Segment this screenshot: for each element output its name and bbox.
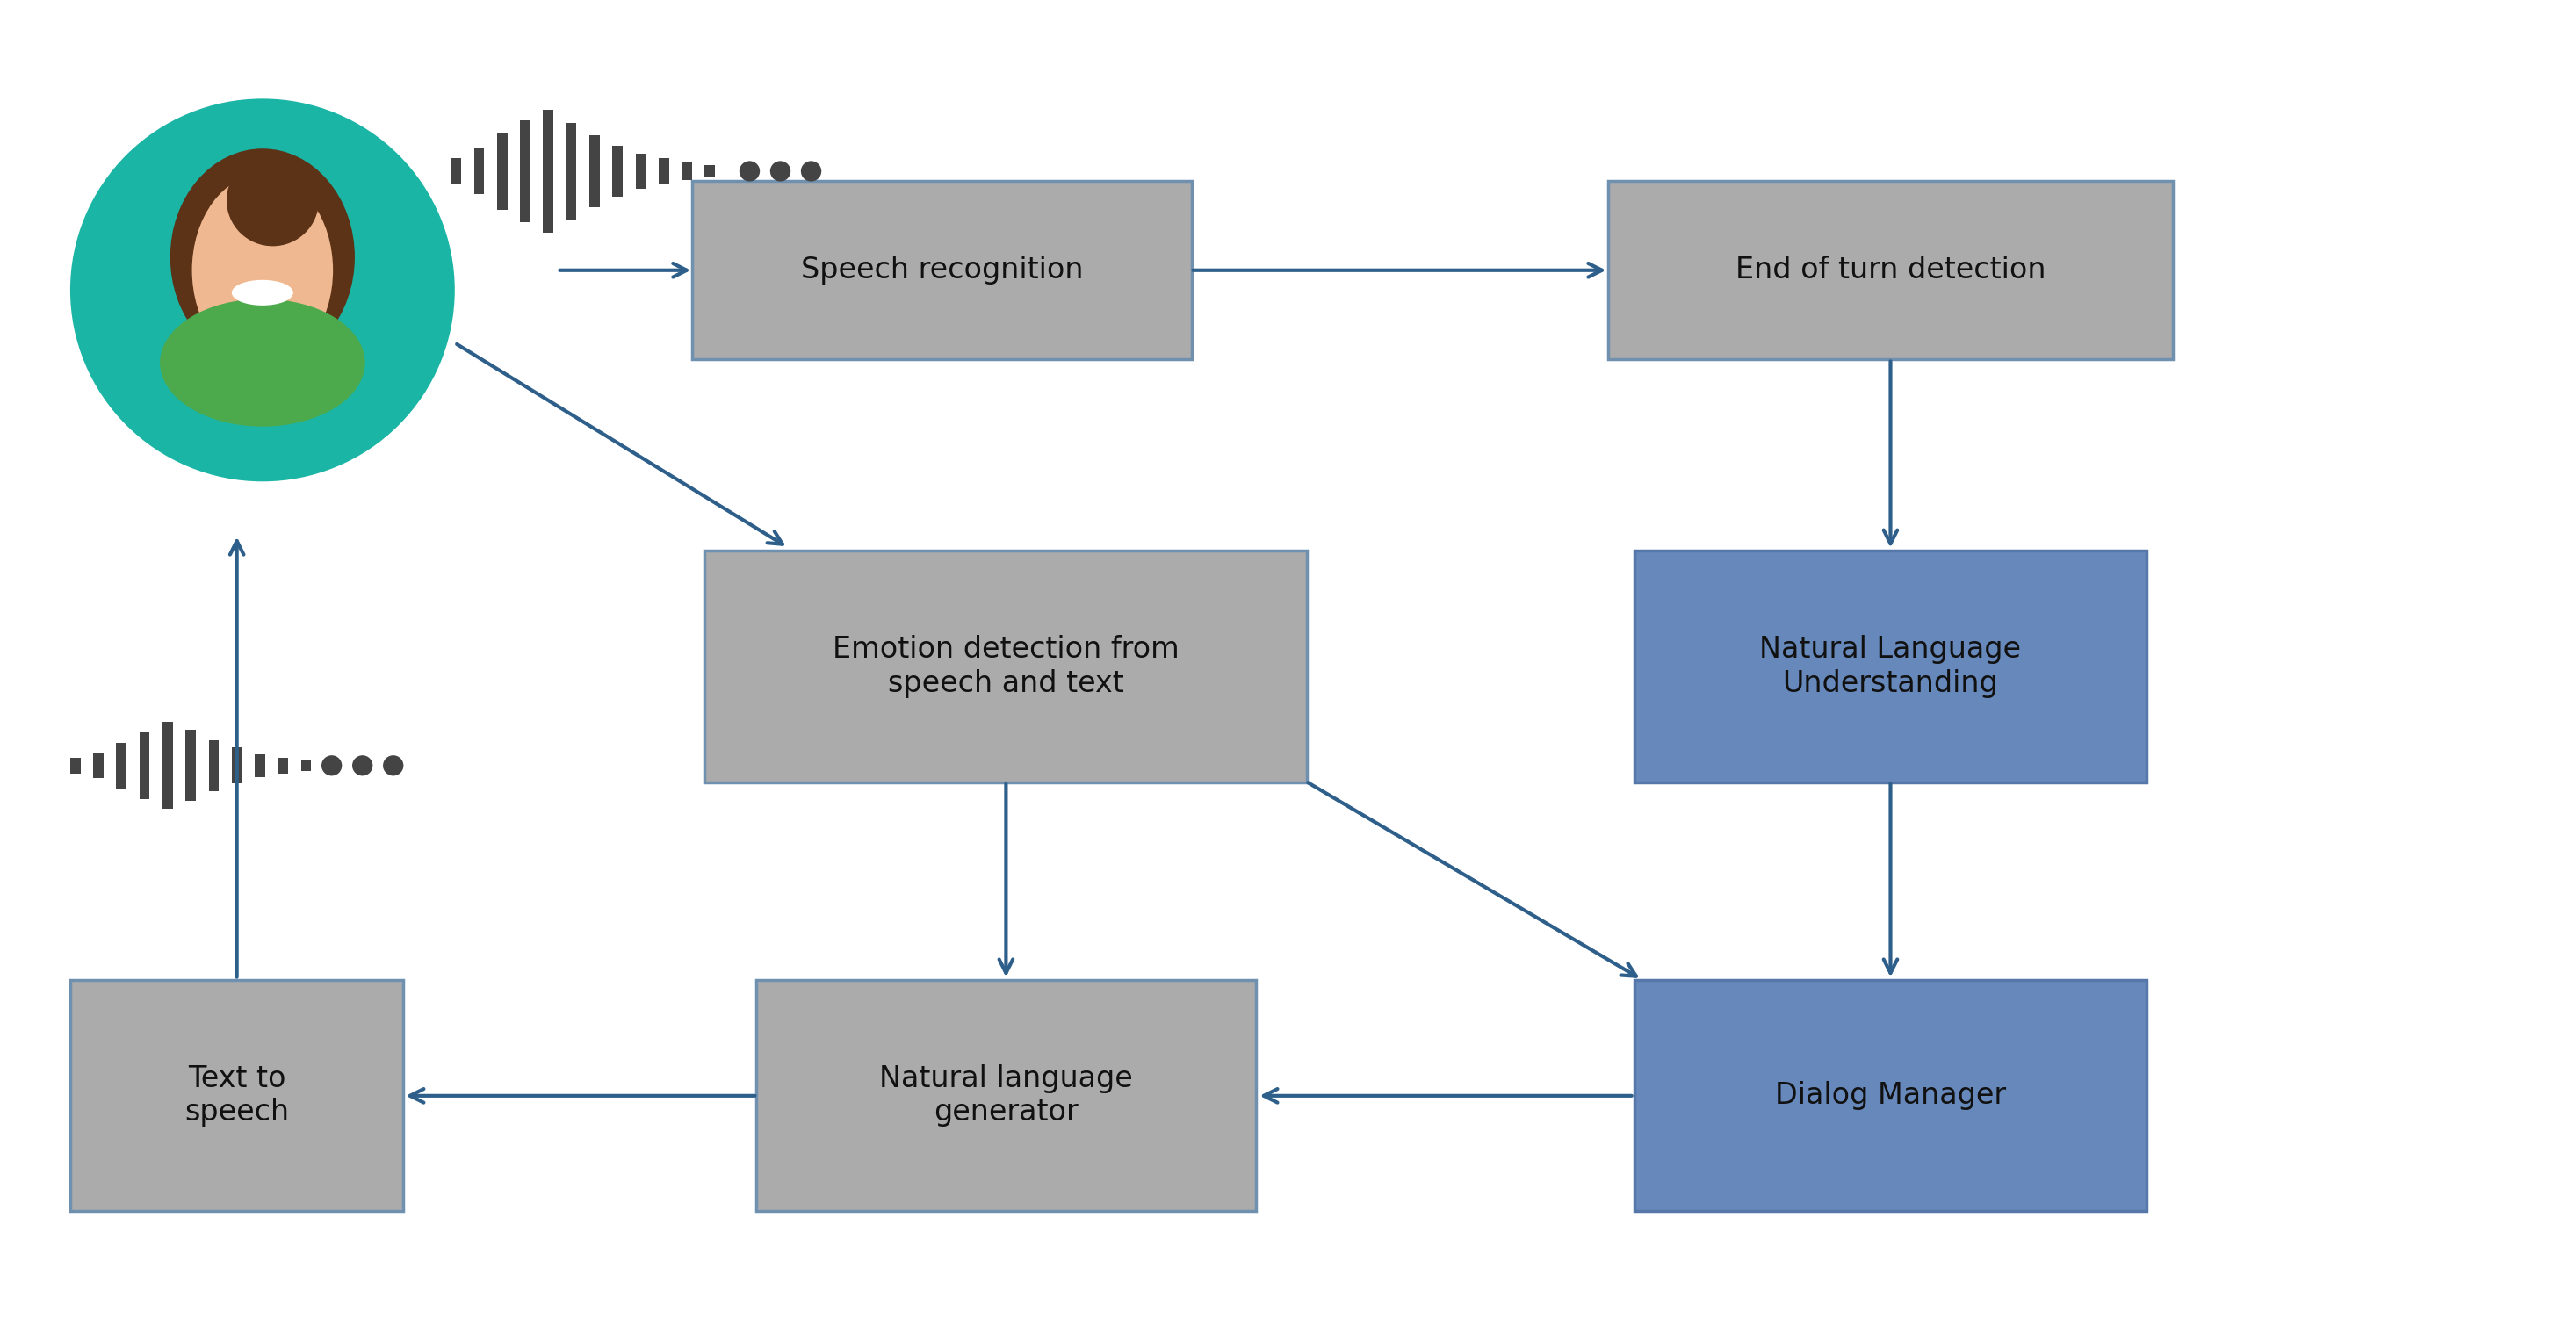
Bar xyxy=(544,109,554,232)
Bar xyxy=(255,754,265,777)
Ellipse shape xyxy=(170,148,355,365)
Bar xyxy=(93,753,103,778)
Bar xyxy=(659,159,670,184)
Bar xyxy=(451,159,461,184)
Text: Speech recognition: Speech recognition xyxy=(801,256,1082,285)
FancyBboxPatch shape xyxy=(755,980,1257,1212)
Bar xyxy=(232,748,242,784)
Bar xyxy=(185,730,196,801)
Bar xyxy=(301,760,312,770)
Bar xyxy=(474,148,484,195)
Ellipse shape xyxy=(227,155,319,247)
FancyBboxPatch shape xyxy=(1633,551,2146,782)
Ellipse shape xyxy=(322,756,343,776)
Bar xyxy=(706,165,716,177)
Ellipse shape xyxy=(232,280,294,305)
Bar xyxy=(139,732,149,798)
Bar xyxy=(209,740,219,790)
Text: Emotion detection from
speech and text: Emotion detection from speech and text xyxy=(832,636,1180,697)
Ellipse shape xyxy=(160,299,366,427)
Ellipse shape xyxy=(384,756,404,776)
Bar xyxy=(278,758,289,773)
FancyBboxPatch shape xyxy=(706,551,1306,782)
FancyBboxPatch shape xyxy=(693,181,1193,360)
Text: End of turn detection: End of turn detection xyxy=(1736,256,2045,285)
Bar xyxy=(520,120,531,223)
Text: Natural Language
Understanding: Natural Language Understanding xyxy=(1759,636,2022,697)
FancyBboxPatch shape xyxy=(1607,181,2172,360)
FancyBboxPatch shape xyxy=(70,980,404,1212)
Ellipse shape xyxy=(237,291,289,347)
Ellipse shape xyxy=(353,756,374,776)
Bar xyxy=(70,758,80,773)
Bar xyxy=(636,153,647,189)
FancyBboxPatch shape xyxy=(1633,980,2146,1212)
Bar xyxy=(116,742,126,789)
Ellipse shape xyxy=(739,161,760,181)
Bar xyxy=(683,163,693,180)
Bar xyxy=(613,145,623,197)
Bar xyxy=(162,722,173,809)
Bar xyxy=(497,133,507,209)
Ellipse shape xyxy=(70,99,456,481)
Text: Text to
speech: Text to speech xyxy=(185,1065,289,1126)
Ellipse shape xyxy=(193,175,332,367)
Text: Natural language
generator: Natural language generator xyxy=(878,1065,1133,1126)
Ellipse shape xyxy=(770,161,791,181)
Bar xyxy=(590,136,600,207)
Ellipse shape xyxy=(801,161,822,181)
Text: Dialog Manager: Dialog Manager xyxy=(1775,1081,2007,1110)
Bar xyxy=(567,123,577,220)
